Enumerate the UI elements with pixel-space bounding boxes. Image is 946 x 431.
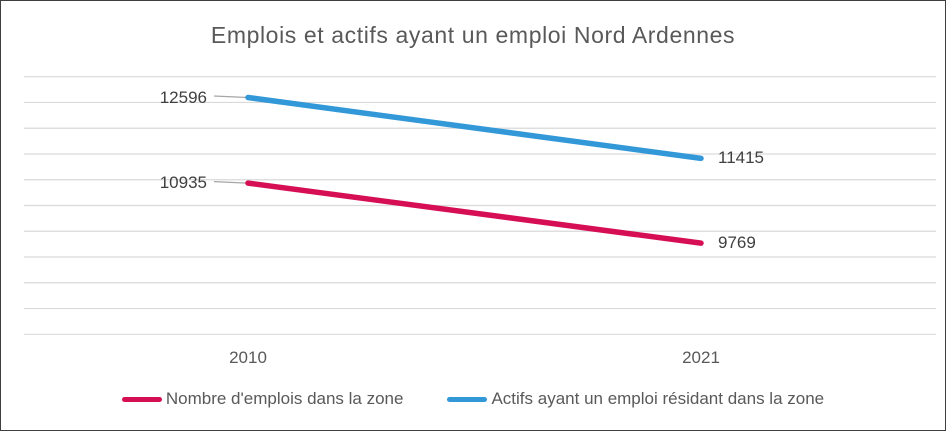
legend-swatch-actifs	[447, 396, 488, 402]
legend-label-emplois: Nombre d'emplois dans la zone	[165, 389, 404, 408]
legend-label-actifs: Actifs ayant un emploi résidant dans la …	[491, 389, 825, 408]
chart-title: Emplois et actifs ayant un emploi Nord A…	[210, 22, 736, 48]
data-label-actifs-2021: 11415	[718, 148, 765, 168]
series-line-1	[245, 94, 704, 162]
series-line-0	[245, 180, 704, 246]
legend-item-emplois: Nombre d'emplois dans la zone	[121, 389, 404, 409]
x-axis-label-2010: 2010	[229, 348, 267, 367]
leader-line-0	[213, 180, 248, 184]
legend-item-actifs: Actifs ayant un emploi résidant dans la …	[447, 389, 824, 409]
legend-swatch-emplois	[121, 396, 162, 402]
x-axis-label-2021: 2021	[682, 348, 720, 367]
data-label-actifs-2010: 12596	[159, 87, 207, 107]
data-label-emplois-2010: 10935	[159, 173, 207, 193]
leader-line-1	[213, 95, 248, 99]
chart-legend: Nombre d'emplois dans la zone Actifs aya…	[1, 389, 945, 409]
data-label-emplois-2021: 9769	[718, 233, 756, 253]
